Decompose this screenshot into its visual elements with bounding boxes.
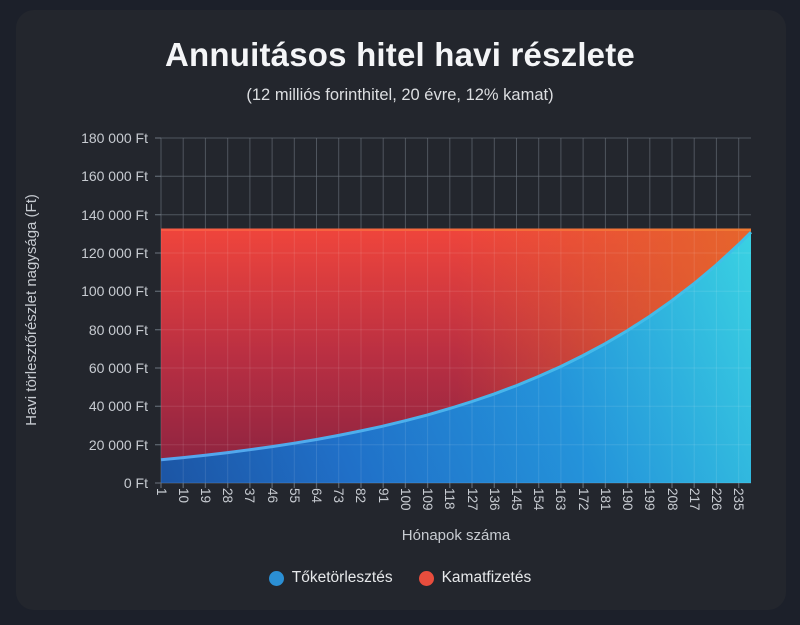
- y-tick-label: 120 000 Ft: [81, 245, 148, 261]
- x-tick-label: 136: [486, 488, 502, 511]
- y-tick-label: 100 000 Ft: [81, 283, 148, 300]
- y-tick-label: 20 000 Ft: [88, 436, 148, 453]
- x-tick-label: 46: [264, 488, 280, 504]
- x-tick-label: 55: [286, 488, 302, 504]
- x-tick-label: 163: [553, 488, 569, 511]
- legend-label-principal: Tőketörlesztés: [291, 569, 393, 586]
- legend-item-principal[interactable]: Tőketörlesztés: [268, 569, 393, 587]
- x-tick-label: 64: [309, 488, 325, 504]
- y-tick-label: 40 000 Ft: [88, 398, 148, 415]
- interest-series-dot-icon: [418, 570, 434, 586]
- x-tick-label: 118: [442, 488, 458, 510]
- x-tick-label: 154: [531, 488, 547, 511]
- x-tick-label: 10: [175, 488, 191, 504]
- x-tick-label: 145: [508, 488, 524, 511]
- x-axis-title: Hónapok száma: [401, 527, 511, 544]
- x-tick-label: 73: [331, 488, 347, 504]
- x-tick-label: 82: [353, 488, 369, 504]
- x-tick-label: 109: [420, 488, 436, 511]
- chart-subtitle: (12 milliós forinthitel, 20 évre, 12% ka…: [246, 86, 554, 104]
- x-tick-label: 91: [375, 488, 391, 504]
- y-tick-label: 140 000 Ft: [81, 206, 148, 223]
- y-tick-label: 180 000 Ft: [81, 130, 148, 146]
- legend-item-interest[interactable]: Kamatfizetés: [418, 569, 532, 587]
- plot-area: [155, 137, 753, 488]
- x-tick-label: 1: [153, 488, 169, 496]
- x-tick-label: 181: [597, 488, 613, 511]
- x-tick-label: 28: [220, 488, 236, 504]
- x-tick-label: 19: [197, 488, 213, 504]
- x-tick-label: 190: [620, 488, 636, 511]
- x-tick-label: 235: [731, 488, 747, 511]
- y-tick-label: 160 000 Ft: [81, 168, 148, 185]
- y-tick-label: 0 Ft: [123, 475, 148, 491]
- x-tick-label: 127: [464, 488, 480, 511]
- legend-label-interest: Kamatfizetés: [441, 569, 532, 586]
- x-tick-label: 172: [575, 488, 591, 511]
- chart-legend: Tőketörlesztés Kamatfizetés: [0, 569, 800, 587]
- principal-series-dot-icon: [268, 570, 284, 586]
- chart-title: Annuitásos hitel havi részlete: [165, 36, 635, 73]
- y-tick-label: 60 000 Ft: [88, 360, 148, 376]
- x-tick-label: 100: [397, 488, 413, 511]
- x-tick-label: 217: [686, 488, 702, 511]
- y-tick-label: 80 000 Ft: [88, 321, 148, 338]
- x-tick-label: 199: [642, 488, 658, 511]
- x-tick-label: 208: [664, 488, 680, 511]
- x-tick-label: 226: [708, 488, 724, 511]
- x-tick-label: 37: [242, 488, 258, 504]
